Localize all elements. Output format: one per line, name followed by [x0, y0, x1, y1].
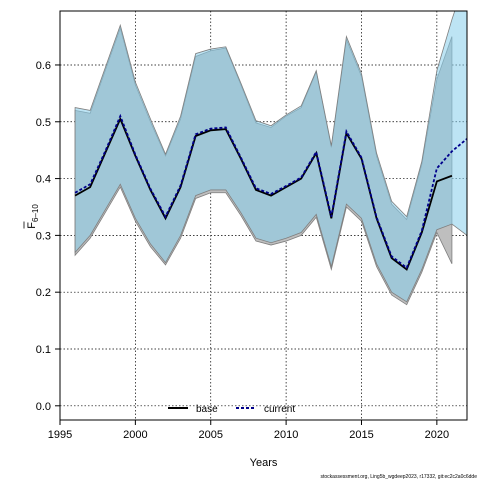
- current-line: [74, 113, 467, 270]
- series-lines: [74, 113, 467, 271]
- y-axis-title-subscript: 6–10: [31, 204, 40, 222]
- y-tick-label: 0.5: [36, 117, 51, 129]
- y-tick-label: 0.6: [36, 60, 51, 72]
- x-tick-label: 2000: [123, 429, 147, 441]
- x-tick-label: 2010: [274, 429, 298, 441]
- y-axis-title: F6–10: [26, 204, 40, 229]
- plot-frame: [59, 10, 468, 421]
- confidence-bands: [74, 11, 467, 306]
- x-tick-label: 2005: [198, 429, 222, 441]
- axis-ticks: 1995 2000 2005 2010 2015 2020 0.0 0.1 0.2 0.3 0.4 0…: [36, 60, 449, 441]
- legend: base current: [168, 404, 295, 415]
- y-tick-label: 0.0: [36, 401, 51, 413]
- x-axis-title: Years: [250, 457, 278, 469]
- y-axis-title-main: F: [26, 222, 38, 229]
- y-tick-label: 0.4: [36, 174, 51, 186]
- x-tick-label: 2020: [425, 429, 449, 441]
- y-tick-label: 0.1: [36, 344, 51, 356]
- legend-base-label: base: [196, 404, 218, 415]
- x-tick-label: 2015: [349, 429, 373, 441]
- y-tick-label: 0.2: [36, 287, 51, 299]
- current-confidence-band: [74, 11, 467, 303]
- legend-current-label: current: [264, 404, 295, 415]
- y-tick-label: 0.3: [36, 230, 51, 242]
- y-axis-title-group: F6–10: [23, 204, 40, 229]
- footnote: stockassessment.org, Ling5b_wgdeep2023, …: [321, 474, 478, 480]
- x-tick-label: 1995: [48, 429, 72, 441]
